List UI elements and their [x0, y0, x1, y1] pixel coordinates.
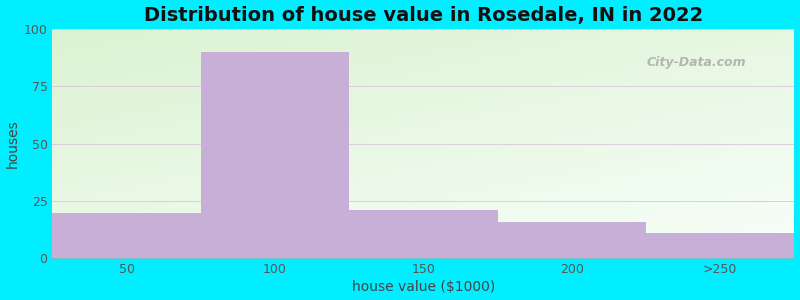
- Text: City-Data.com: City-Data.com: [646, 56, 746, 69]
- Y-axis label: houses: houses: [6, 119, 19, 168]
- Bar: [350, 210, 498, 258]
- Bar: [53, 212, 201, 258]
- Title: Distribution of house value in Rosedale, IN in 2022: Distribution of house value in Rosedale,…: [144, 6, 703, 25]
- X-axis label: house value ($1000): house value ($1000): [352, 280, 495, 294]
- Bar: [646, 233, 794, 258]
- Bar: [201, 52, 350, 258]
- Bar: [498, 222, 646, 258]
